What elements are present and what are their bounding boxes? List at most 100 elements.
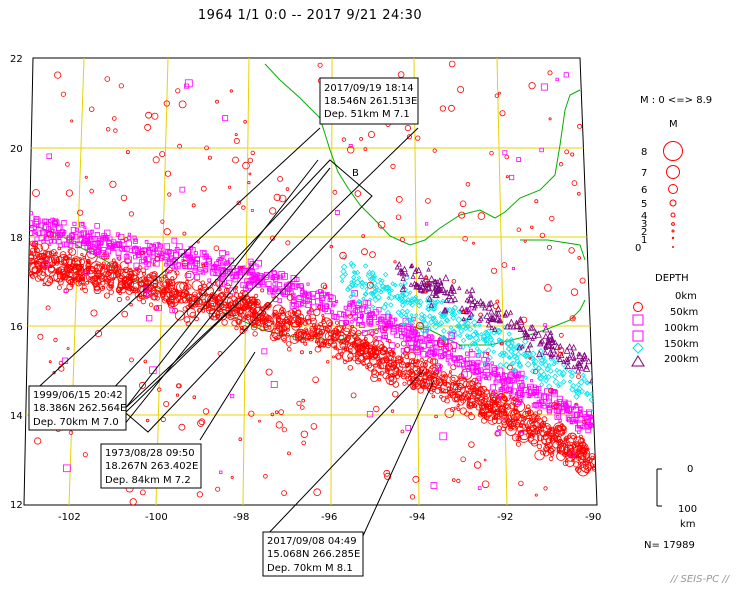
- earthquake-marker: [312, 376, 319, 384]
- earthquake-marker: [274, 410, 279, 415]
- lon-tick-label: -100: [145, 512, 168, 523]
- earthquake-marker: [508, 395, 513, 399]
- callout-line: 18.267N 263.402E: [105, 461, 198, 472]
- earthquake-marker: [129, 498, 137, 505]
- earthquake-marker: [439, 374, 445, 381]
- earthquake-marker: [300, 331, 307, 339]
- earthquake-marker: [479, 409, 486, 416]
- earthquake-marker: [448, 370, 452, 374]
- earthquake-marker: [368, 290, 374, 296]
- earthquake-marker: [152, 156, 160, 164]
- earthquake-marker: [540, 449, 546, 456]
- earthquake-marker: [61, 231, 66, 236]
- event-count: N= 17989: [644, 540, 695, 551]
- earthquake-marker: [164, 170, 172, 177]
- earthquake-marker: [192, 395, 197, 400]
- earthquake-marker: [447, 362, 451, 366]
- earthquake-marker: [185, 279, 189, 284]
- earthquake-marker: [530, 379, 534, 383]
- depth-0km-circle-icon: [633, 302, 643, 312]
- earthquake-marker: [468, 286, 476, 293]
- earthquake-marker: [434, 278, 440, 285]
- earthquake-marker: [162, 298, 168, 304]
- earthquake-marker: [43, 236, 47, 240]
- earthquake-marker: [562, 449, 569, 455]
- earthquake-marker: [348, 260, 355, 267]
- earthquake-marker: [371, 293, 376, 299]
- earthquake-marker: [560, 425, 566, 431]
- earthquake-marker: [399, 237, 405, 243]
- earthquake-marker: [470, 319, 478, 326]
- earthquake-marker: [234, 133, 238, 137]
- depth-scale-bar: [656, 468, 662, 507]
- earthquake-marker: [252, 331, 258, 337]
- earthquake-marker: [497, 395, 501, 399]
- earthquake-marker: [445, 381, 452, 388]
- lat-tick-label: 22: [10, 54, 23, 65]
- earthquake-marker: [373, 284, 379, 290]
- earthquake-marker: [198, 418, 206, 426]
- earthquake-marker: [494, 309, 502, 317]
- earthquake-marker: [190, 247, 196, 253]
- earthquake-marker: [340, 279, 345, 284]
- earthquake-marker: [74, 227, 79, 232]
- earthquake-marker: [46, 230, 55, 238]
- earthquake-marker: [404, 317, 412, 326]
- earthquake-marker: [110, 245, 116, 251]
- earthquake-marker: [174, 270, 180, 276]
- earthquake-marker: [410, 359, 416, 364]
- earthquake-marker: [158, 276, 165, 282]
- earthquake-marker: [442, 307, 449, 313]
- earthquake-marker: [417, 387, 424, 394]
- earthquake-marker: [423, 289, 428, 294]
- earthquake-marker: [286, 346, 292, 352]
- earthquake-marker: [347, 303, 352, 307]
- earthquake-marker: [543, 323, 547, 327]
- earthquake-marker: [66, 264, 71, 269]
- earthquake-marker: [187, 303, 192, 308]
- earthquake-marker: [47, 266, 55, 274]
- earthquake-marker: [560, 379, 567, 385]
- earthquake-marker: [42, 218, 48, 224]
- earthquake-marker: [127, 269, 134, 276]
- earthquake-marker: [421, 279, 427, 285]
- earthquake-marker: [100, 264, 113, 278]
- earthquake-marker: [109, 180, 117, 188]
- earthquake-marker: [305, 318, 312, 325]
- earthquake-marker: [410, 326, 417, 333]
- earthquake-marker: [545, 395, 552, 402]
- earthquake-marker: [511, 433, 520, 442]
- earthquake-marker: [516, 395, 524, 403]
- earthquake-marker: [405, 342, 409, 346]
- earthquake-marker: [175, 88, 181, 94]
- earthquake-marker: [555, 354, 561, 360]
- earthquake-marker: [462, 235, 468, 242]
- magnitude-label: 4: [641, 211, 647, 222]
- earthquake-marker: [583, 363, 589, 369]
- earthquake-marker: [246, 301, 253, 308]
- earthquake-marker: [420, 362, 427, 369]
- earthquake-marker: [509, 389, 514, 393]
- magnitude-range-label: M : 0 <=> 8.9: [640, 95, 712, 106]
- earthquake-marker: [429, 365, 434, 370]
- earthquake-marker: [372, 339, 380, 346]
- earthquake-marker: [53, 337, 58, 343]
- earthquake-marker: [172, 307, 179, 314]
- earthquake-marker: [321, 313, 325, 317]
- earthquake-marker: [489, 325, 495, 330]
- map-title: 1964 1/1 0:0 -- 2017 9/21 24:30: [197, 8, 423, 23]
- earthquake-marker: [220, 303, 227, 311]
- earthquake-marker: [339, 351, 344, 356]
- earthquake-marker: [236, 200, 241, 205]
- earthquake-marker: [424, 222, 429, 226]
- earthquake-marker: [415, 332, 420, 338]
- earthquake-marker: [445, 343, 453, 351]
- earthquake-marker: [277, 175, 284, 182]
- earthquake-marker: [52, 218, 59, 225]
- earthquake-marker: [439, 394, 443, 399]
- earthquake-marker: [365, 306, 372, 313]
- earthquake-marker: [228, 185, 232, 189]
- earthquake-marker: [278, 331, 284, 336]
- earthquake-marker: [311, 323, 316, 328]
- earthquake-marker: [405, 337, 410, 342]
